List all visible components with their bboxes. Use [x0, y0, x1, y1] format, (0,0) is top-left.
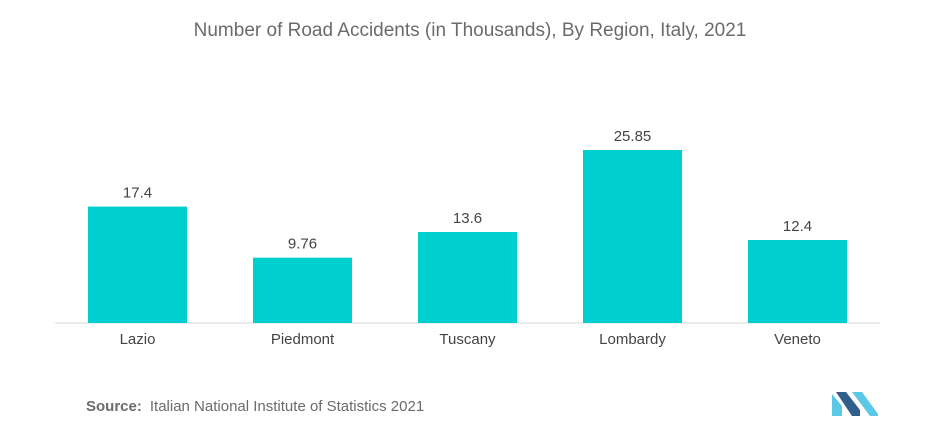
bar-tuscany: [418, 232, 517, 323]
logo-shape-left: [832, 394, 842, 416]
bar-lazio: [88, 206, 187, 323]
chart-title: Number of Road Accidents (in Thousands),…: [193, 20, 747, 41]
source-label: Source:: [86, 398, 142, 415]
data-label-lazio: 17.4: [123, 185, 152, 202]
logo-shape-mid: [836, 392, 860, 416]
source-note: Source: Italian National Institute of Sta…: [86, 398, 424, 415]
bar-piedmont: [253, 257, 352, 323]
logo-shape-right: [852, 392, 878, 416]
data-label-lombardy: 25.85: [614, 128, 652, 145]
data-label-tuscany: 13.6: [453, 210, 482, 227]
brand-logo-icon: [832, 392, 878, 416]
x-tick-label-tuscany: Tuscany: [439, 331, 496, 348]
bar-veneto: [748, 240, 847, 323]
source-text: Italian National Institute of Statistics…: [149, 398, 425, 415]
bars-layer: 17.4 Lazio 9.76 Piedmont 13.6 Tuscany 25.85 Lom…: [55, 128, 880, 348]
x-tick-label-piedmont: Piedmont: [271, 331, 335, 348]
x-tick-label-veneto: Veneto: [774, 331, 821, 348]
bar-lombardy: [583, 150, 682, 323]
data-label-piedmont: 9.76: [288, 236, 317, 253]
x-tick-label-lazio: Lazio: [120, 331, 156, 348]
data-label-veneto: 12.4: [783, 218, 812, 235]
x-tick-label-lombardy: Lombardy: [599, 331, 666, 348]
